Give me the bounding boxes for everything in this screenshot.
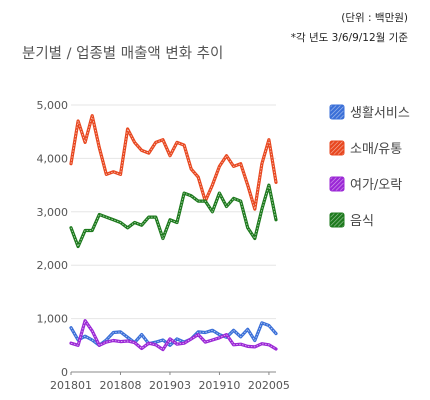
series-line-hatch-3 [70, 184, 277, 248]
legend-label: 여가/오락 [350, 178, 402, 193]
x-tick-label: 201910 [198, 379, 240, 392]
legend-swatch [329, 176, 345, 192]
legend-label: 생활서비스 [350, 106, 410, 121]
x-tick-label: 201903 [149, 379, 191, 392]
legend-label: 소매/유통 [350, 142, 402, 157]
y-tick-label: 1,000 [37, 313, 69, 326]
grid-layer [71, 104, 276, 373]
series-line-2 [69, 319, 278, 352]
series-layer [69, 114, 278, 352]
x-tick-label: 201801 [50, 379, 92, 392]
legend-item-2: 여가/오락 [329, 176, 402, 193]
x-tick-label: 202005 [248, 379, 290, 392]
x-tick-label: 201808 [99, 379, 141, 392]
legend-label: 음식 [350, 214, 374, 229]
series-1 [69, 114, 278, 211]
series-3 [69, 183, 278, 249]
y-tick-label: 5,000 [37, 99, 69, 112]
y-tick-label: 4,000 [37, 152, 69, 165]
legend-swatch [329, 140, 345, 156]
unit-note: (단위 : 백만원) [341, 12, 408, 24]
chart-title: 분기별 / 업종별 매출액 변화 추이 [22, 46, 224, 62]
series-2 [69, 319, 278, 352]
legend-item-1: 소매/유통 [329, 140, 402, 157]
legend-item-3: 음식 [329, 212, 374, 229]
series-line-1 [69, 114, 278, 211]
basis-note: *각 년도 3/6/9/12월 기준 [290, 32, 408, 44]
series-line-3 [69, 183, 278, 249]
y-tick-label: 3,000 [37, 206, 69, 219]
legend-item-0: 생활서비스 [329, 104, 410, 121]
axis-layer: 0 1,000 2,000 3,000 4,000 5,000 201801 201808 20… [37, 99, 290, 392]
y-tick-label: 0 [61, 366, 68, 379]
legend-swatch [329, 104, 345, 120]
y-tick-label: 2,000 [37, 259, 69, 272]
legend-swatch [329, 212, 345, 228]
